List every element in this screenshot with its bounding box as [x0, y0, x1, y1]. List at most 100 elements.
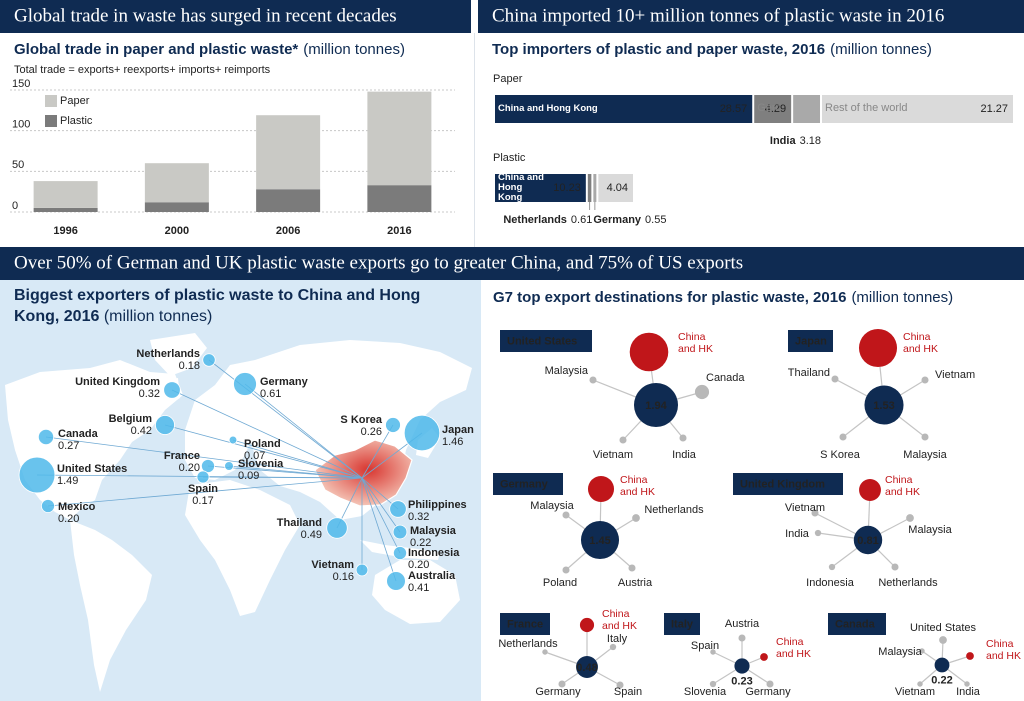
destination-name: Netherlands	[644, 504, 704, 516]
country-label: Australia	[408, 570, 456, 582]
segment-name: Germany	[757, 102, 778, 115]
destination-name: Malaysia	[530, 500, 574, 512]
value-label: 0.41	[408, 582, 429, 594]
segment-label: Germany 0.55	[593, 214, 666, 226]
destination-node	[632, 514, 640, 522]
country-box	[500, 613, 550, 635]
country-label: Poland	[244, 438, 281, 450]
center-value: 1.45	[589, 535, 610, 547]
destination-name: Vietnam	[935, 369, 975, 381]
destination-node	[558, 680, 566, 688]
country-name: United Kingdom	[740, 478, 825, 490]
flow-line	[171, 389, 363, 479]
destination-name: Indonesia	[806, 577, 855, 589]
destination-node	[766, 680, 774, 688]
destination-name: Vietnam	[785, 502, 825, 514]
unit: (million tonnes)	[303, 41, 405, 58]
label-wrap: China and HK	[620, 474, 664, 498]
label-box: China and HK	[986, 638, 1024, 662]
bubble	[224, 461, 234, 471]
destination-node	[964, 681, 970, 687]
country-name: Italy	[671, 618, 694, 630]
label-wrap: Germany	[757, 95, 778, 123]
bar-segment	[367, 185, 432, 212]
label-box: China and HK	[602, 608, 637, 632]
country-name: Germany	[500, 478, 549, 490]
flow-line	[164, 424, 363, 479]
bar-segment	[256, 189, 321, 212]
title: Global trade in paper and plastic waste*	[14, 41, 298, 58]
country-box	[828, 613, 886, 635]
title: Top importers of plastic and paper waste…	[492, 41, 825, 58]
destination-node	[966, 652, 974, 660]
destination-name: India	[956, 686, 981, 698]
country-box	[493, 473, 563, 495]
destination-name: Malaysia	[878, 646, 922, 658]
bubble	[385, 417, 401, 433]
label-box: China and Hong Kong	[498, 103, 598, 115]
flow-line	[228, 465, 363, 479]
bubble	[202, 353, 216, 367]
bubble	[228, 435, 238, 445]
value-label: 0.17	[192, 495, 213, 507]
destination-node	[542, 649, 548, 655]
legend-label: Plastic	[60, 115, 93, 127]
destination-name: Germany	[535, 686, 581, 698]
chart-title: Top importers of plastic and paper waste…	[492, 41, 932, 58]
destination-name: China and HK	[678, 331, 714, 356]
destination-node	[858, 328, 898, 368]
bubble	[392, 524, 408, 540]
country-label: Indonesia	[408, 547, 460, 559]
center-value: 1.94	[645, 400, 667, 412]
banner-bg	[0, 0, 471, 33]
label-wrap: China and HK	[986, 638, 1024, 662]
center-node	[633, 382, 679, 428]
destination-node	[939, 636, 947, 644]
country-label: Canada	[58, 428, 99, 440]
banner-title: China imported 10+ million tonnes of pla…	[492, 5, 944, 26]
bubble	[326, 517, 348, 539]
country-label: Japan	[442, 424, 474, 436]
country-label: S Korea	[340, 414, 382, 426]
label-wrap: China and HK	[678, 331, 722, 355]
flow-line	[232, 439, 363, 479]
label-wrap: Biggest exporters of plastic waste to Ch…	[14, 286, 464, 328]
x-tick-label: 2006	[276, 225, 300, 237]
value-label: 0.26	[361, 426, 382, 438]
unit: (million tonnes)	[830, 41, 932, 58]
segment-name: Rest of the world	[825, 102, 908, 115]
bar-segment	[33, 181, 98, 208]
destination-node	[839, 433, 847, 441]
label-wrap: China and Hong Kong	[498, 174, 549, 202]
country-box	[733, 473, 843, 495]
destination-node	[919, 648, 925, 654]
destination-name: India	[672, 449, 697, 461]
center-value: 0.23	[731, 675, 752, 687]
bar-segment	[754, 95, 792, 123]
destination-node	[710, 649, 716, 655]
label-wrap: China and HK	[776, 636, 820, 660]
bubble	[37, 428, 55, 446]
segment-label: India 3.18	[770, 135, 821, 147]
segment-name: China and Hong Kong	[498, 174, 544, 202]
value-label: 0.18	[179, 360, 200, 372]
segment-name: India	[770, 135, 797, 147]
value-label: 3.18	[800, 135, 821, 147]
flow-line	[244, 383, 363, 479]
segment-name: China and Hong Kong	[498, 103, 598, 115]
country-label: United States	[57, 463, 127, 475]
country-label: Vietnam	[311, 559, 354, 571]
destination-node	[738, 634, 746, 642]
center-value: 0.48	[576, 662, 597, 674]
value-label: 0.20	[58, 513, 79, 525]
center-value: 0.22	[931, 674, 952, 686]
destination-node	[694, 384, 710, 400]
section-title: G7 top export destinations for plastic w…	[493, 289, 953, 306]
bar-segment	[495, 174, 586, 202]
label-wrap: China and HK	[885, 474, 929, 498]
segment-name: Netherlands	[503, 214, 567, 226]
center-node	[576, 656, 598, 678]
label-wrap: China and HK	[903, 331, 947, 355]
value-label: 0.20	[179, 462, 200, 474]
